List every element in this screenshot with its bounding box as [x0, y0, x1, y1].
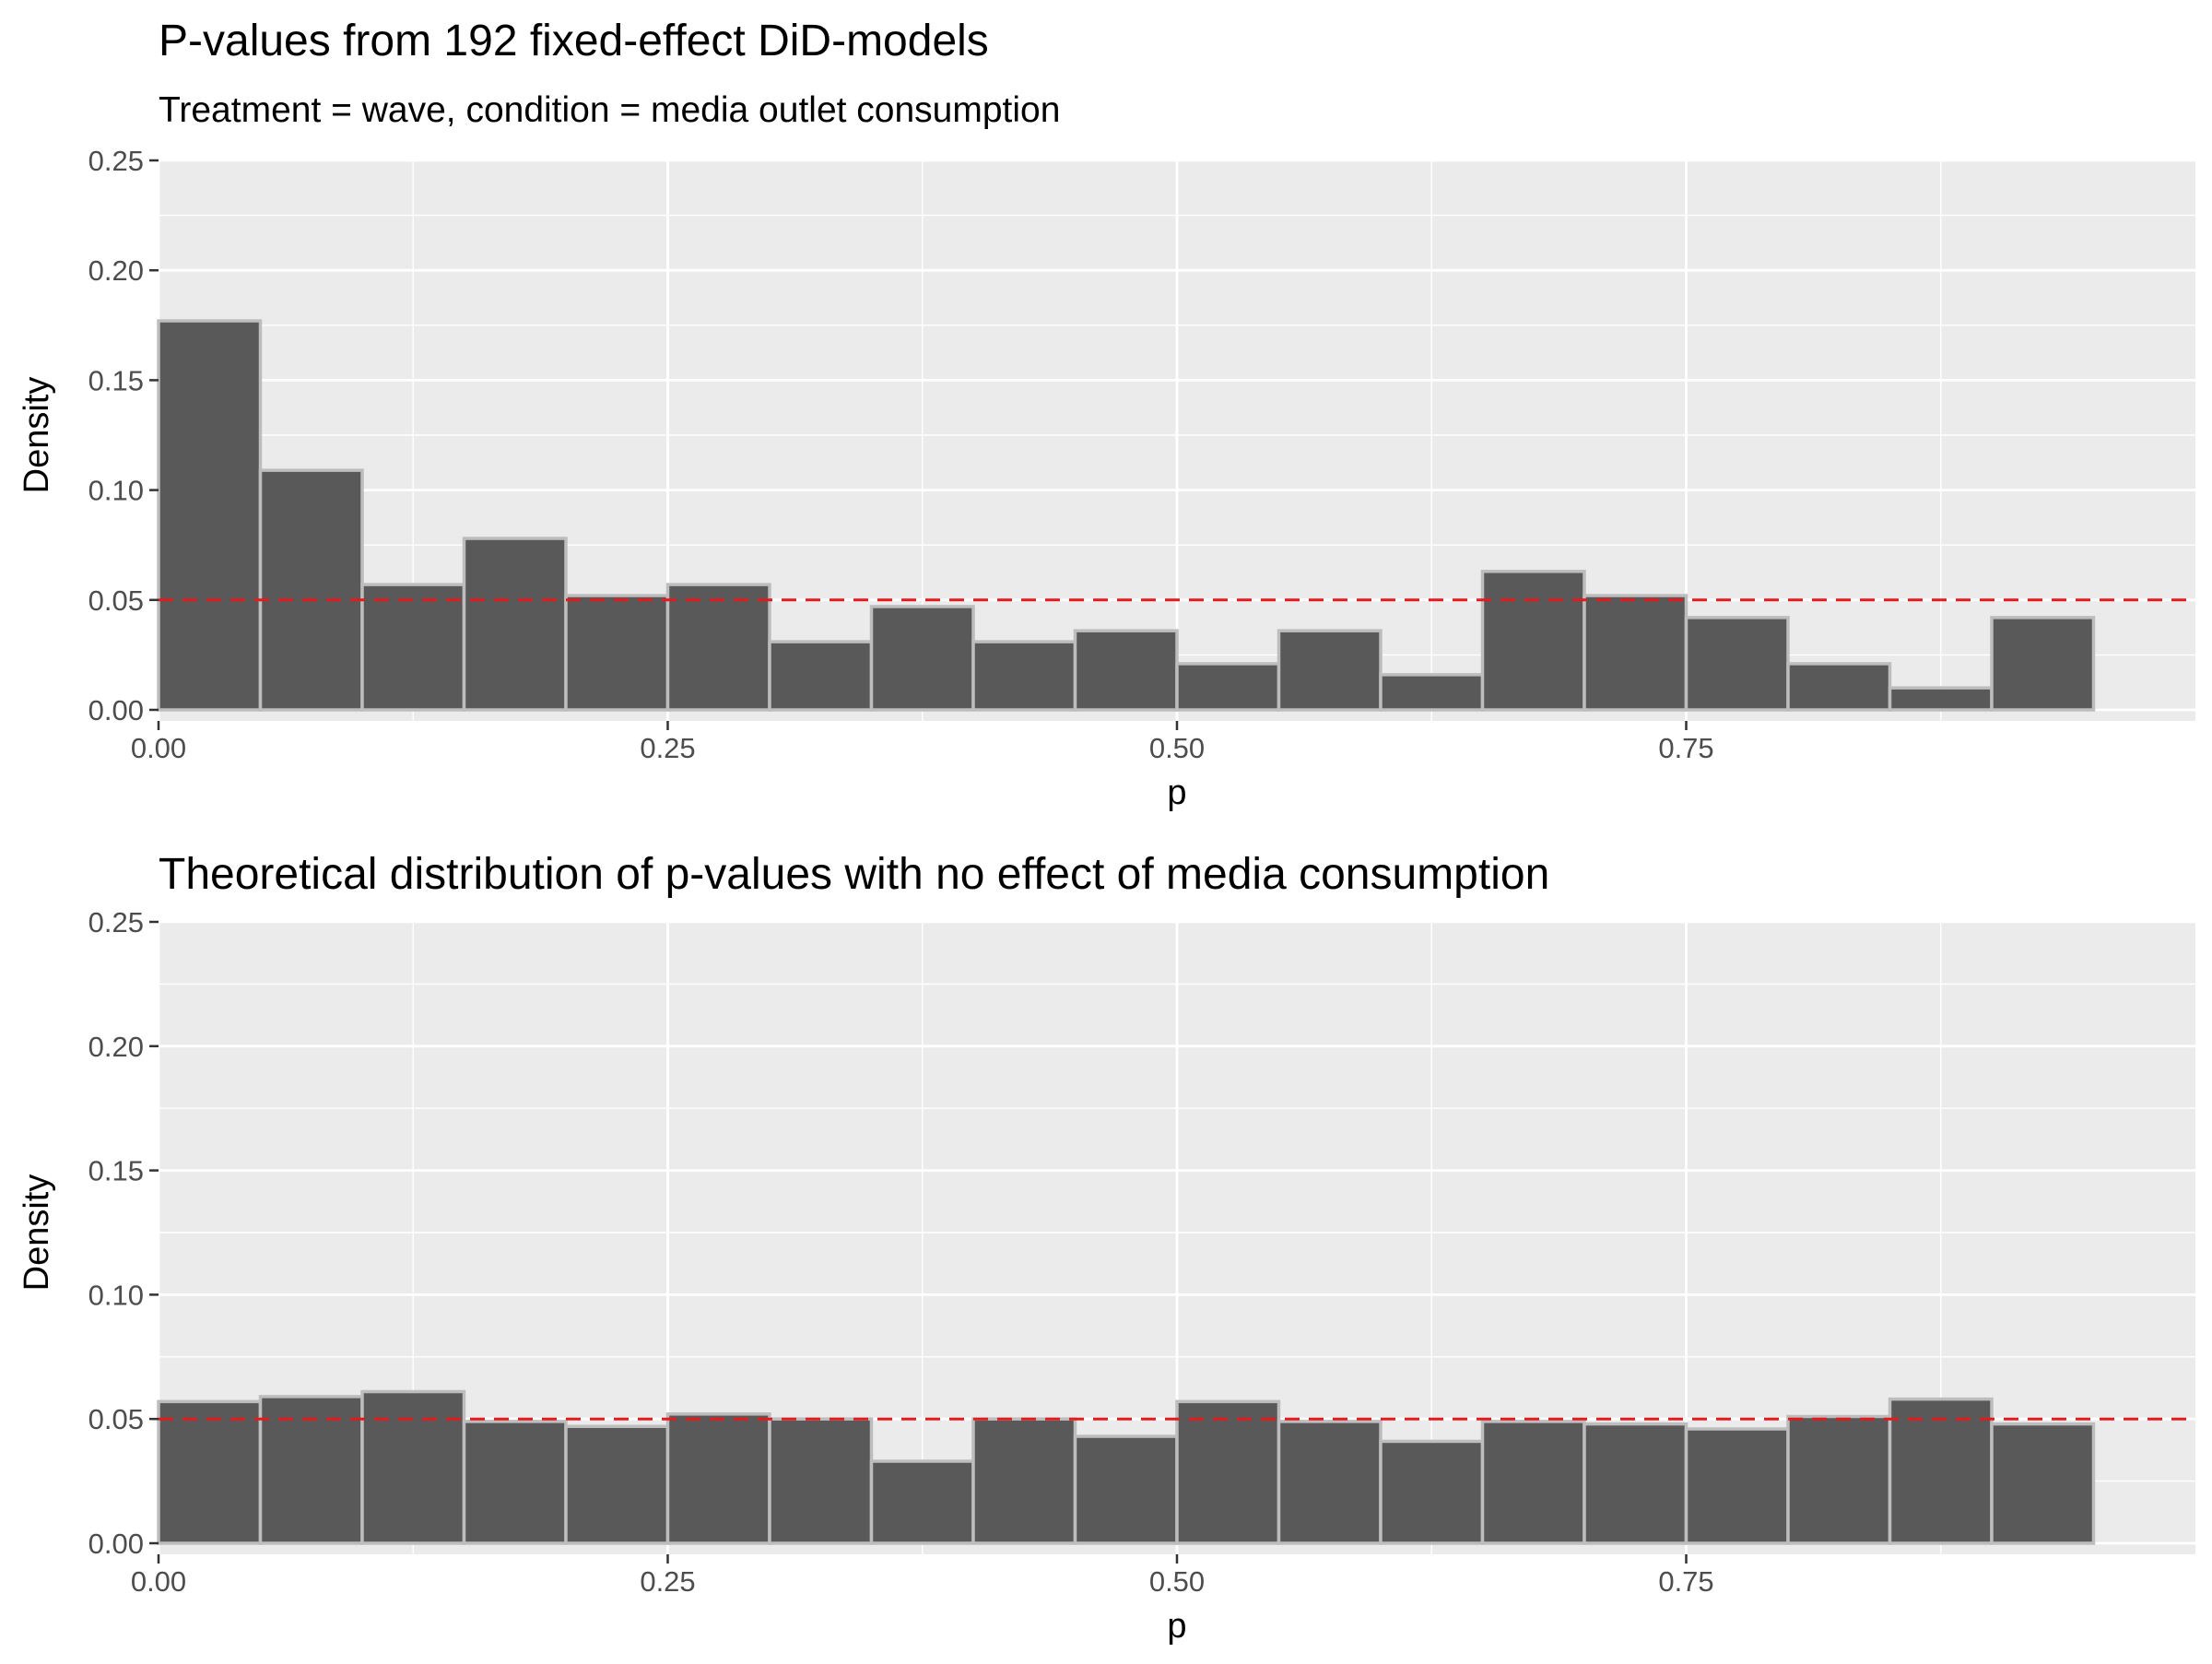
x-tick-label: 0.75 [1658, 1565, 1713, 1598]
histogram-bar [1073, 629, 1179, 712]
axes: 0.00 0.05 0.10 0.15 0.20 0.25 0.00 0.25 0.50 0.75 [88, 145, 1714, 764]
histogram-bar [1786, 662, 1892, 712]
x-tick-label: 0.50 [1149, 1565, 1205, 1598]
histogram-bar [665, 1412, 771, 1545]
y-tick-label: 0.05 [88, 584, 144, 617]
x-axis-label: p [1167, 773, 1186, 812]
chart-title: Theoretical distribution of p-values wit… [159, 850, 1549, 899]
x-axis-label: p [1167, 1607, 1186, 1646]
histogram-bar [564, 1424, 670, 1545]
chart-subtitle: Treatment = wave, condition = media outl… [159, 90, 1060, 130]
histogram-bar [1277, 629, 1382, 712]
histogram-bar [1379, 673, 1485, 712]
histogram-bar [360, 1389, 466, 1545]
x-tick-label: 0.00 [131, 1565, 186, 1598]
x-tick-label: 0.25 [640, 732, 695, 764]
histogram-bar [1990, 616, 2096, 712]
histogram-bar [258, 1395, 364, 1545]
chart-title: P-values from 192 fixed-effect DiD-model… [159, 17, 989, 65]
histogram-bar [157, 319, 263, 712]
histogram-bar [1175, 662, 1281, 712]
histogram-bar [1277, 1420, 1382, 1545]
y-axis-label: Density [18, 1174, 56, 1292]
y-tick-label: 0.10 [88, 475, 144, 507]
histogram-bar [665, 583, 771, 712]
histogram-bar [564, 594, 670, 712]
histogram-bar [1175, 1399, 1281, 1545]
y-tick-label: 0.20 [88, 1031, 144, 1063]
y-tick-label: 0.10 [88, 1279, 144, 1311]
histogram-bar [1990, 1422, 2096, 1545]
histogram-bar [462, 537, 568, 712]
histogram-bar [1073, 1434, 1179, 1545]
axes: 0.00 0.05 0.10 0.15 0.20 0.25 0.00 0.25 0.50 0.75 [88, 906, 1714, 1598]
histogram-bar [1888, 1397, 1994, 1545]
y-tick-label: 0.15 [88, 364, 144, 396]
x-tick-label: 0.50 [1149, 732, 1205, 764]
histogram-bar [360, 583, 466, 712]
histogram-bar [258, 468, 364, 712]
y-tick-label: 0.00 [88, 694, 144, 726]
histogram-bars [157, 1389, 2096, 1545]
y-tick-label: 0.15 [88, 1155, 144, 1187]
histogram-bar [768, 640, 874, 712]
histogram-bar [1379, 1439, 1485, 1545]
histogram-bar [1888, 686, 1994, 712]
x-tick-label: 0.00 [131, 732, 186, 764]
histogram-bar [971, 1417, 1077, 1545]
histogram-bar [462, 1420, 568, 1545]
top-panel: P-values from 192 fixed-effect DiD-model… [18, 17, 2195, 812]
histogram-bar [1684, 616, 1790, 712]
y-tick-label: 0.00 [88, 1528, 144, 1560]
histogram-bar [157, 1399, 263, 1545]
histogram-bar [869, 605, 975, 712]
histogram-bar [1583, 1422, 1688, 1545]
histogram-bar [1480, 1420, 1586, 1545]
x-tick-label: 0.75 [1658, 732, 1713, 764]
histogram-bar [768, 1417, 874, 1545]
bottom-panel: Theoretical distribution of p-values wit… [18, 850, 2195, 1646]
histogram-bar [869, 1459, 975, 1545]
x-tick-label: 0.25 [640, 1565, 695, 1598]
y-tick-label: 0.20 [88, 254, 144, 287]
histogram-bar [1480, 570, 1586, 712]
y-tick-label: 0.05 [88, 1403, 144, 1435]
y-axis-label: Density [18, 377, 56, 494]
y-tick-label: 0.25 [88, 145, 144, 177]
histogram-bar [1786, 1414, 1892, 1545]
histogram-bar [971, 640, 1077, 712]
histogram-bar [1684, 1427, 1790, 1545]
histogram-bars [157, 319, 2096, 712]
histogram-bar [1583, 594, 1688, 712]
y-tick-label: 0.25 [88, 906, 144, 938]
